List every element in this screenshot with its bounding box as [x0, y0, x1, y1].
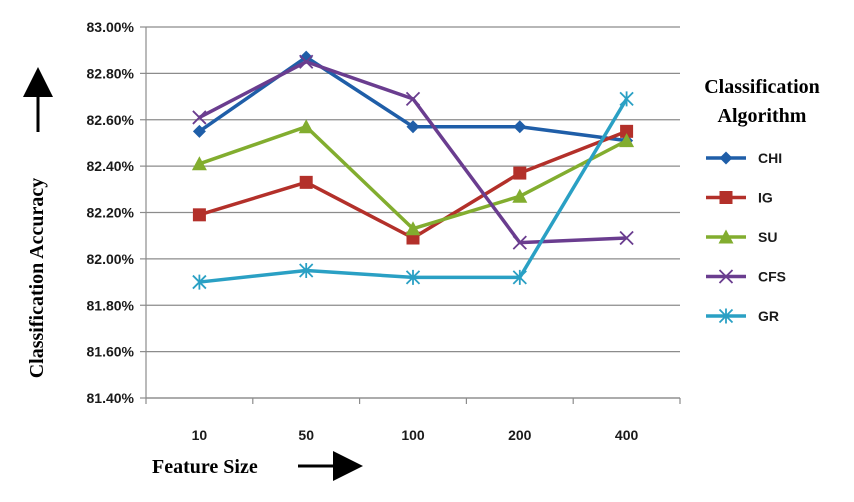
data-point-cfs — [512, 235, 527, 250]
y-tick-label: 81.40% — [87, 390, 135, 406]
legend-item-gr: GR — [706, 308, 779, 324]
legend-marker — [719, 191, 733, 204]
data-point-chi — [192, 124, 206, 138]
y-tick-labels: 81.40% 81.60% 81.80% 82.00% 82.20% 82.40% 82.6… — [87, 19, 135, 406]
x-axis-label: Feature Size — [152, 456, 258, 478]
y-tick-label: 82.00% — [87, 251, 135, 267]
data-point-cfs — [299, 54, 314, 69]
legend-title-line1: Classification — [704, 76, 820, 98]
legend-marker — [719, 151, 733, 165]
x-tick-label: 400 — [615, 427, 639, 443]
grid-lines — [140, 26, 680, 399]
legend-marker — [718, 229, 734, 244]
data-point-chi — [299, 50, 313, 64]
data-point-cfs — [619, 230, 634, 246]
data-point-cfs — [192, 110, 207, 125]
data-point-gr — [299, 262, 314, 278]
x-tick-label: 200 — [508, 427, 532, 443]
data-point-su — [619, 133, 635, 148]
series-line-su — [198, 124, 628, 231]
legend-item-chi: CHI — [706, 150, 782, 166]
data-point-su — [405, 221, 421, 236]
data-point-gr — [192, 274, 207, 290]
x-tick-label: 50 — [298, 427, 314, 443]
series-group — [191, 50, 635, 290]
data-point-chi — [513, 120, 527, 134]
x-tick-label: 10 — [192, 427, 208, 443]
data-point-chi — [406, 120, 420, 134]
legend-label: SU — [758, 229, 777, 245]
legend-label: CHI — [758, 150, 782, 166]
data-point-su — [191, 156, 207, 171]
data-point-su — [298, 119, 314, 134]
series-gr — [192, 91, 634, 290]
data-point-gr — [405, 269, 421, 285]
legend-label: IG — [758, 190, 773, 206]
legend-title-line2: Algorithm — [718, 105, 807, 127]
data-point-ig — [299, 175, 313, 189]
y-tick-label: 81.80% — [87, 297, 135, 313]
axes — [145, 27, 681, 404]
y-tick-label: 82.20% — [87, 205, 135, 221]
data-point-su — [512, 188, 528, 203]
legend-marker — [718, 269, 734, 284]
series-ig — [192, 124, 634, 245]
legend-item-su: SU — [706, 229, 777, 245]
data-point-ig — [192, 208, 206, 222]
x-tick-label: 100 — [401, 427, 425, 443]
legend-label: GR — [758, 308, 779, 324]
data-point-ig — [620, 124, 634, 138]
x-tick-labels: 10 50 100 200 400 — [192, 427, 639, 443]
legend-item-cfs: CFS — [706, 269, 786, 285]
y-tick-label: 82.60% — [87, 112, 135, 128]
y-tick-label: 83.00% — [87, 19, 135, 35]
series-su — [191, 119, 635, 236]
legend-marker — [718, 308, 734, 324]
data-point-gr — [619, 91, 634, 107]
legend: CHI IG SU CFS GR — [706, 150, 786, 324]
data-point-cfs — [405, 91, 421, 107]
y-tick-label: 82.40% — [87, 158, 135, 174]
y-axis-label: Classification Accuracy — [26, 178, 48, 379]
data-point-gr — [512, 269, 527, 285]
legend-item-ig: IG — [706, 190, 773, 206]
legend-label: CFS — [758, 269, 786, 285]
y-tick-label: 82.80% — [87, 65, 135, 81]
data-point-ig — [513, 166, 527, 180]
y-tick-label: 81.60% — [87, 344, 135, 360]
series-cfs — [192, 54, 634, 250]
